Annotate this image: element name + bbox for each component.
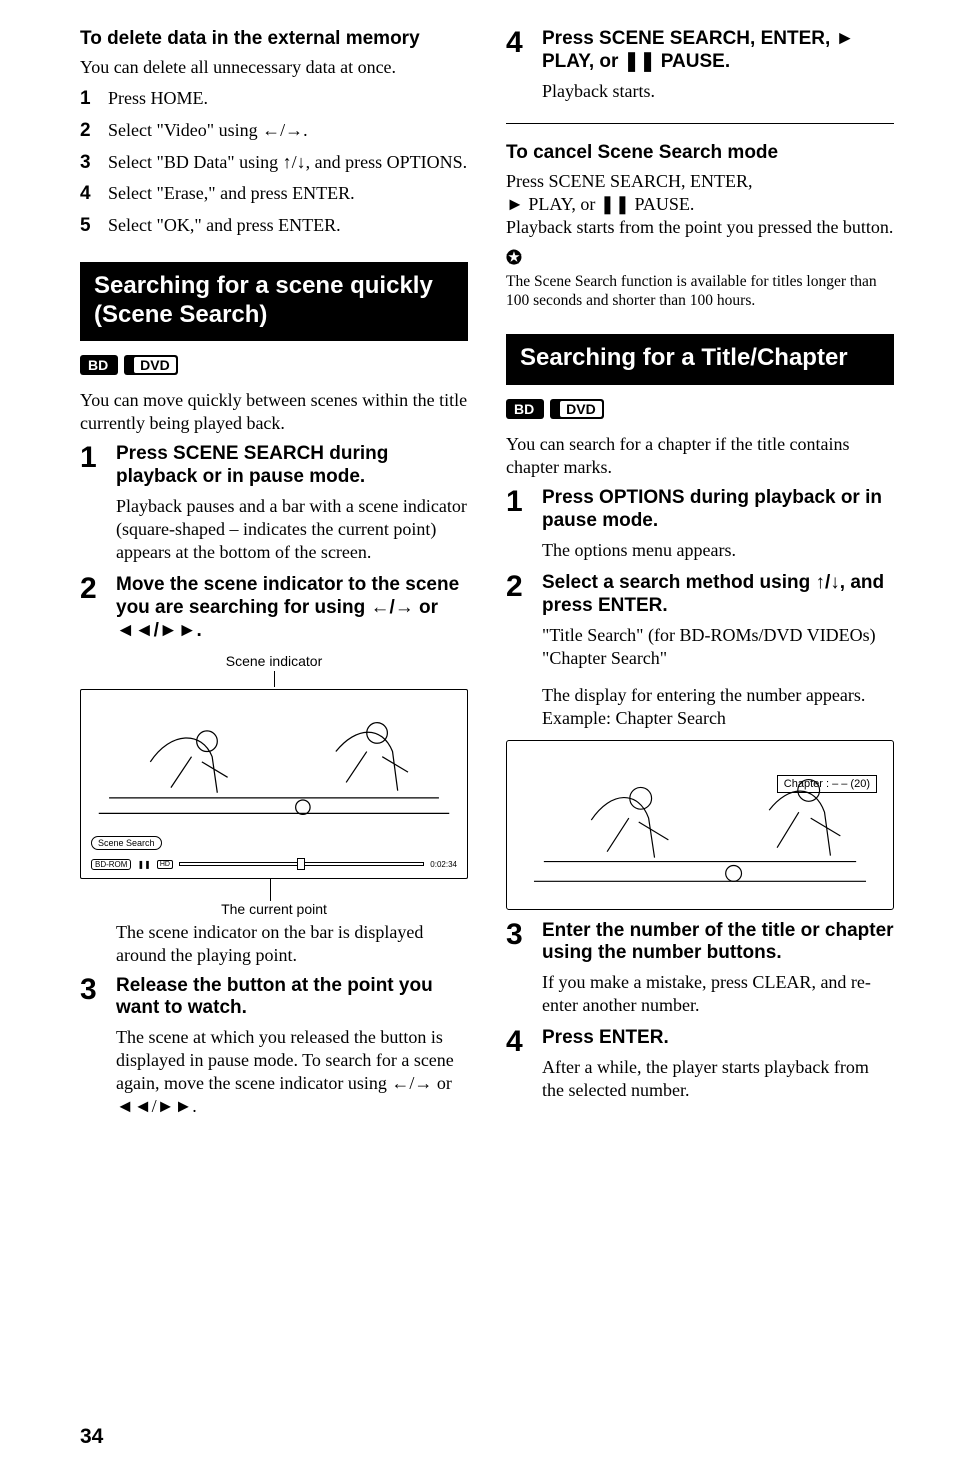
right-column: 4 Press SCENE SEARCH, ENTER, ► PLAY, or … — [506, 28, 894, 1128]
step-title: Select a search method using ↑/↓, and pr… — [542, 572, 894, 618]
step-body-line: "Title Search" (for BD-ROMs/DVD VIDEOs) — [542, 624, 894, 647]
list-item: 5Select "OK," and press ENTER. — [80, 214, 468, 238]
scene-step-1: 1 Press SCENE SEARCH during playback or … — [80, 443, 468, 564]
title-step-3: 3 Enter the number of the title or chapt… — [506, 920, 894, 1018]
step-title: Press OPTIONS during playback or in paus… — [542, 487, 894, 533]
step-body-line: Example: Chapter Search — [542, 707, 894, 730]
title-chapter-heading-box: Searching for a Title/Chapter — [506, 334, 894, 385]
page-number: 34 — [80, 1425, 103, 1449]
tick-line — [274, 671, 275, 687]
cancel-heading: To cancel Scene Search mode — [506, 142, 894, 164]
step-number: 4 — [506, 28, 528, 103]
delete-heading: To delete data in the external memory — [80, 28, 468, 50]
step-body: The options menu appears. — [542, 539, 894, 562]
title-intro: You can search for a chapter if the titl… — [506, 433, 894, 479]
step-number: 3 — [506, 920, 528, 1018]
step-body: The scene at which you released the butt… — [116, 1026, 468, 1118]
delete-steps-list: 1Press HOME. 2Select "Video" using ←/→. … — [80, 87, 468, 238]
dvd-badge: DVD — [550, 399, 603, 419]
progress-marker — [297, 858, 305, 870]
hd-icon: HD — [157, 860, 173, 869]
dvd-badge-inner: DVD — [134, 357, 176, 373]
step-title: Move the scene indicator to the scene yo… — [116, 574, 468, 642]
step-number: 1 — [506, 487, 528, 562]
step-title: Enter the number of the title or chapter… — [542, 920, 894, 966]
list-item: 3Select "BD Data" using ↑/↓, and press O… — [80, 151, 468, 175]
step-number: 4 — [506, 1027, 528, 1102]
step-number: 1 — [80, 443, 102, 564]
scene-step-2: 2 Move the scene indicator to the scene … — [80, 574, 468, 642]
bd-rom-label: BD-ROM — [91, 859, 131, 870]
divider — [506, 123, 894, 124]
step-number: 2 — [506, 572, 528, 730]
note-text: The Scene Search function is available f… — [506, 272, 894, 311]
list-item: 4Select "Erase," and press ENTER. — [80, 182, 468, 206]
scene-search-pill: Scene Search — [91, 836, 162, 850]
scene-step-3: 3 Release the button at the point you wa… — [80, 975, 468, 1119]
soccer-illustration — [81, 700, 467, 834]
step-number: 2 — [80, 574, 102, 642]
title-step-4: 4 Press ENTER. After a while, the player… — [506, 1027, 894, 1102]
time-label: 0:02:34 — [430, 860, 457, 869]
title-step-2: 2 Select a search method using ↑/↓, and … — [506, 572, 894, 730]
step-body-line: The display for entering the number appe… — [542, 684, 894, 707]
step-title: Release the button at the point you want… — [116, 975, 468, 1021]
title-step-1: 1 Press OPTIONS during playback or in pa… — [506, 487, 894, 562]
figure-label-top: Scene indicator — [80, 653, 468, 669]
tick-line — [270, 879, 271, 901]
step-text: Select "OK," and press ENTER. — [108, 214, 341, 238]
chapter-search-figure: Chapter : – – (20) — [506, 740, 894, 910]
figure-label-bottom: The current point — [80, 901, 468, 917]
step-body: If you make a mistake, press CLEAR, and … — [542, 971, 894, 1017]
note-icon: ✪ — [506, 247, 894, 270]
step-body: After a while, the player starts playbac… — [542, 1056, 894, 1102]
scene-frame: Scene Search BD-ROM ❚❚ HD 0:02:34 — [80, 689, 468, 879]
step-number: 3 — [80, 975, 102, 1119]
scene-indicator-figure: Scene indicator — [80, 653, 468, 917]
scene-intro: You can move quickly between scenes with… — [80, 389, 468, 435]
cancel-line-1: Press SCENE SEARCH, ENTER, — [506, 170, 894, 193]
step-title: Press ENTER. — [542, 1027, 894, 1050]
cancel-line-3: Playback starts from the point you press… — [506, 216, 894, 239]
list-item: 2Select "Video" using ←/→. — [80, 119, 468, 143]
list-item: 1Press HOME. — [80, 87, 468, 111]
progress-track — [179, 862, 424, 866]
dvd-badge-inner: DVD — [560, 401, 602, 417]
step-text: Select "Erase," and press ENTER. — [108, 182, 355, 206]
bd-badge: BD — [506, 399, 544, 419]
step-body-line: "Chapter Search" — [542, 647, 894, 670]
dvd-badge: DVD — [124, 355, 177, 375]
step2-after: The scene indicator on the bar is displa… — [116, 921, 468, 967]
pause-icon: ❚❚ — [137, 860, 150, 869]
step-text: Select "Video" using ←/→. — [108, 119, 308, 143]
step-text: Select "BD Data" using ↑/↓, and press OP… — [108, 151, 467, 175]
format-badges: BD DVD — [506, 399, 894, 419]
delete-intro: You can delete all unnecessary data at o… — [80, 56, 468, 79]
step-text: Press HOME. — [108, 87, 208, 111]
step-body: Playback starts. — [542, 80, 894, 103]
left-column: To delete data in the external memory Yo… — [80, 28, 468, 1128]
step-title: Press SCENE SEARCH during playback or in… — [116, 443, 468, 489]
format-badges: BD DVD — [80, 355, 468, 375]
scene-search-heading-box: Searching for a scene quickly (Scene Sea… — [80, 262, 468, 342]
progress-bar-row: BD-ROM ❚❚ HD 0:02:34 — [91, 859, 457, 870]
cancel-line-2: ► PLAY, or ❚❚ PAUSE. — [506, 193, 894, 216]
bd-badge: BD — [80, 355, 118, 375]
scene-step-4: 4 Press SCENE SEARCH, ENTER, ► PLAY, or … — [506, 28, 894, 103]
step-title: Press SCENE SEARCH, ENTER, ► PLAY, or ❚❚… — [542, 28, 894, 74]
step-body: Playback pauses and a bar with a scene i… — [116, 495, 468, 564]
